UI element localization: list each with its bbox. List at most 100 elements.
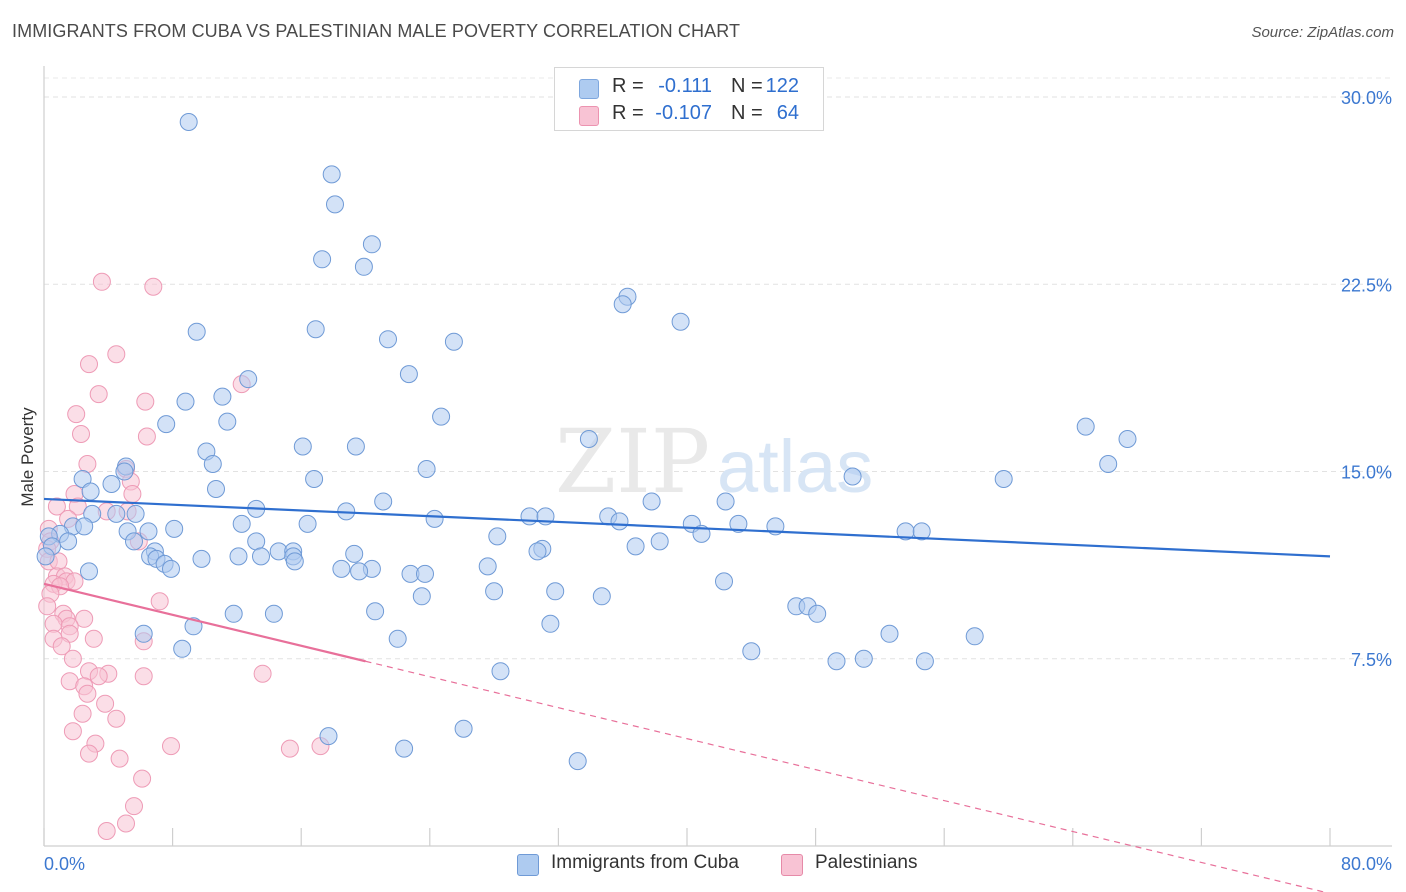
cuba-point [75,517,94,536]
cuba-point [346,437,365,456]
palestinians-point [89,385,108,404]
cuba-point [716,492,735,511]
cuba-point [80,562,98,581]
tick-labels: 7.5% 15.0% 22.5% 30.0% 0.0% 80.0% [44,88,1392,874]
cuba-point [293,437,312,456]
palestinians-point [162,737,180,756]
cuba-point [115,462,134,481]
cuba-point [285,552,304,571]
legend-r-value: -0.107 [655,102,712,124]
cuba-point [157,415,176,434]
cuba-point [134,624,153,643]
cuba-point [454,719,473,738]
y-tick-label: 7.5% [1351,650,1392,670]
cuba-point [366,602,385,621]
palestinians-point [38,597,57,616]
watermark-atlas: atlas [717,425,873,508]
palestinians-point [47,497,66,516]
legend-row-cuba: R = -0.111 N = 122 [555,73,823,101]
cuba-point [412,587,431,606]
legend-swatch-cuba [517,854,539,876]
palestinians-point [117,814,135,833]
y-tick-label: 30.0% [1341,88,1392,108]
legend-r-label: R = [612,102,644,124]
cuba-point [362,235,381,254]
cuba-point [379,330,397,349]
legend-n-value: 64 [776,102,799,124]
palestinians-point [280,739,299,758]
cuba-point [1076,417,1095,436]
cuba-point [880,624,899,643]
cuba-point [107,504,126,523]
cuba-point [247,532,266,551]
cuba-point [416,564,434,583]
chart-title: IMMIGRANTS FROM CUBA VS PALESTINIAN MALE… [12,21,741,41]
palestinians-point [134,667,153,686]
chart-source: Source: ZipAtlas.com [1251,24,1394,41]
palestinians-point [78,684,97,703]
palestinians-point [72,425,90,443]
y-axis-label: Male Poverty [18,407,37,507]
cuba-point [912,522,931,541]
legend-n-label: N = [731,75,763,97]
cuba-point [319,727,338,746]
cuba-point [252,547,270,566]
palestinians-point [110,749,129,768]
cuba-point [388,629,407,648]
cuba-point [1118,430,1137,448]
legend-swatch-cuba [579,79,599,99]
palestinians-point [96,694,115,713]
cuba-point [59,532,78,551]
watermark: ZIP atlas [555,410,873,513]
legend-label-palestinians: Palestinians [815,852,918,873]
cuba-point [546,582,565,601]
cuba-point [528,542,547,561]
trend-lines [43,497,1331,892]
cuba-point [232,514,251,533]
legend-swatch-palestinians [781,854,803,876]
cuba-point [994,470,1013,488]
cuba-point [568,752,587,771]
cuba-point [692,524,711,543]
cuba-point [102,475,121,493]
palestinians-point [253,664,272,683]
grid-lines [44,77,1392,660]
palestinians-point [73,704,92,723]
cuba-point [610,512,629,531]
cuba-point [224,604,243,623]
cuba-point [579,430,598,448]
palestinians-point [133,769,152,788]
cuba-point [520,507,539,526]
cuba-point [354,257,373,276]
palestinians-point [144,277,163,296]
cuba-point [965,627,984,646]
cuba-point [425,509,444,528]
palestinians-point [125,797,143,816]
palestinians-point [75,609,94,628]
palestinians-point [150,592,169,611]
cuba-point [213,387,232,406]
palestinians-point [52,637,71,656]
cuba-point [162,559,180,578]
cuba-point [444,332,463,351]
cuba-point [843,467,862,486]
y-tick-label: 15.0% [1341,463,1392,483]
cuba-point [350,562,369,581]
cuba-point [239,370,258,389]
cuba-point [729,514,748,533]
palestinians-point [107,709,126,728]
cuba-point [1099,455,1118,473]
cuba-point [541,614,560,633]
cuba-point [345,544,364,563]
cuba-point [179,113,198,131]
legend-r-label: R = [612,75,644,97]
palestinians-point [63,649,82,668]
cuba-point [184,617,203,636]
cuba-point [478,557,497,576]
cuba-point [827,652,846,671]
palestinians-point [84,629,103,648]
palestinians-point [78,455,97,473]
legend-n-label: N = [731,102,763,124]
cuba-point [485,582,504,601]
